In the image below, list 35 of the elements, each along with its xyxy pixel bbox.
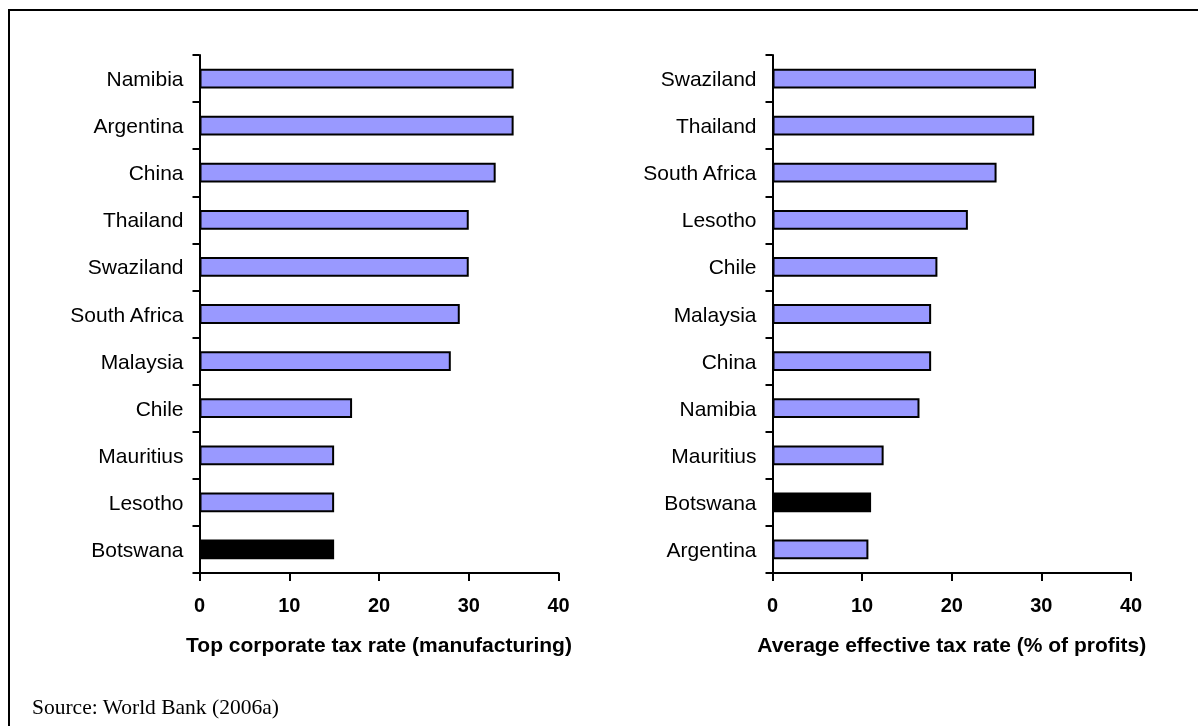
x-tick-label: 40 — [547, 594, 570, 616]
y-tick-label: Lesotho — [681, 208, 757, 232]
x-tick-label: 30 — [457, 594, 480, 616]
y-tick-label: Argentina — [666, 537, 757, 561]
x-tick-label: 10 — [278, 594, 301, 616]
y-tick-label: Chile — [708, 255, 757, 279]
y-tick-label: Chile — [135, 396, 184, 420]
y-tick-label: Thailand — [675, 114, 757, 138]
y-tick-label: Thailand — [102, 208, 184, 232]
x-tick-label: 20 — [940, 594, 963, 616]
y-tick-label: Botswana — [91, 537, 184, 561]
y-tick-label: South Africa — [70, 302, 184, 326]
y-tick-label: Mauritius — [98, 443, 184, 467]
x-tick-label: 40 — [1119, 594, 1143, 616]
y-tick-label: Mauritius — [671, 443, 757, 467]
x-tick-label: 10 — [851, 594, 874, 616]
y-tick-label: Namibia — [106, 67, 184, 91]
y-tick-label: Botswana — [664, 490, 757, 514]
y-tick-label: China — [128, 161, 184, 185]
x-tick-label: 30 — [1030, 594, 1053, 616]
x-tick-label: 0 — [193, 594, 206, 616]
y-tick-label: South Africa — [643, 161, 757, 185]
x-tick-label: 20 — [367, 594, 391, 616]
y-tick-label: Swaziland — [660, 67, 757, 91]
source-note: Source: World Bank (2006a) — [32, 694, 279, 720]
y-tick-label: Namibia — [679, 396, 757, 420]
y-tick-label: Lesotho — [108, 490, 184, 514]
x-axis-title: Top corporate tax rate (manufacturing) — [186, 633, 572, 656]
y-tick-label: Malaysia — [673, 302, 757, 326]
x-axis-title: Average effective tax rate (% of profits) — [757, 633, 1147, 656]
y-tick-label: Argentina — [93, 114, 184, 138]
y-tick-label: Malaysia — [100, 349, 184, 373]
x-tick-label: 0 — [766, 594, 779, 616]
y-tick-label: Swaziland — [87, 255, 184, 279]
y-tick-label: China — [701, 349, 757, 373]
